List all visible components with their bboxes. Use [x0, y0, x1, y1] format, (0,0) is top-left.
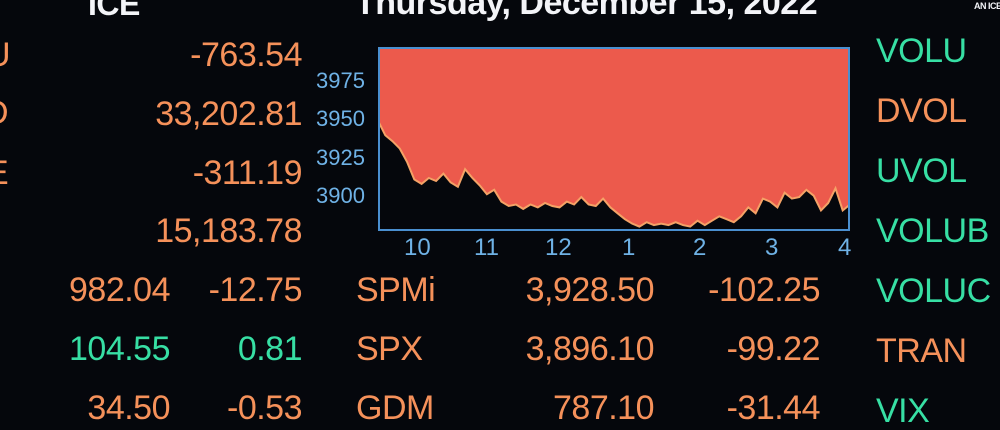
main-table-value-gdm: 787.10: [553, 389, 655, 427]
main-table-symbol-gdm: GDM: [356, 389, 434, 427]
index-change-1: -763.54: [190, 36, 302, 74]
x-tick-label: 3: [765, 234, 779, 261]
right-label-dvol: DVOL: [876, 92, 967, 130]
main-table-symbol-spmi: SPMi: [356, 271, 436, 309]
x-tick-label: 11: [474, 234, 499, 261]
right-label-volu: VOLU: [876, 32, 967, 70]
x-tick-label: 4: [838, 234, 852, 261]
main-table-value-spmi: 3,928.50: [525, 271, 655, 309]
right-label-tran: TRAN: [876, 332, 967, 370]
x-tick-label: 2: [693, 234, 707, 261]
price-line: [378, 120, 850, 228]
right-label-uvol: UVOL: [876, 152, 967, 190]
small-table-change-3: -0.53: [227, 389, 303, 427]
main-table-change-spmi: -102.25: [708, 271, 820, 309]
left-symbol-2: D: [0, 96, 9, 130]
small-table-value-1: 982.04: [69, 271, 171, 309]
x-tick-label: 1: [622, 234, 636, 261]
right-label-voluc: VOLUC: [876, 272, 991, 310]
main-table-symbol-spx: SPX: [356, 330, 423, 368]
y-tick-label: 3925: [316, 145, 365, 170]
x-tick-label: 10: [404, 234, 431, 261]
main-table-value-spx: 3,896.10: [525, 330, 655, 368]
right-label-vix: VIX: [876, 392, 930, 430]
main-table-change-spx: -99.22: [726, 330, 821, 368]
date-header: Thursday, December 15, 2022: [355, 0, 818, 22]
small-table-value-3: 34.50: [87, 389, 170, 427]
index-change-2: -311.19: [192, 154, 303, 192]
y-tick-label: 3900: [316, 183, 365, 208]
index-value-2: 15,183.78: [155, 212, 302, 250]
left-symbol-1: U: [0, 38, 11, 72]
small-table-change-2: 0.81: [237, 330, 303, 368]
chart-area-fill: [378, 47, 850, 227]
small-table-value-2: 104.55: [69, 330, 171, 368]
index-value-1: 33,202.81: [155, 95, 302, 133]
left-symbol-3: E: [0, 156, 9, 190]
corner-brand: AN ICE: [974, 1, 1000, 11]
right-label-volub: VOLUB: [876, 212, 989, 250]
ice-logo: ICE: [88, 0, 140, 22]
small-table-change-1: -12.75: [208, 271, 303, 309]
x-tick-label: 12: [545, 234, 572, 261]
main-table-change-gdm: -31.44: [726, 389, 821, 427]
y-tick-label: 3975: [316, 68, 365, 93]
y-tick-label: 3950: [316, 106, 365, 131]
chart-frame: [378, 47, 850, 231]
intraday-chart: [378, 47, 850, 231]
